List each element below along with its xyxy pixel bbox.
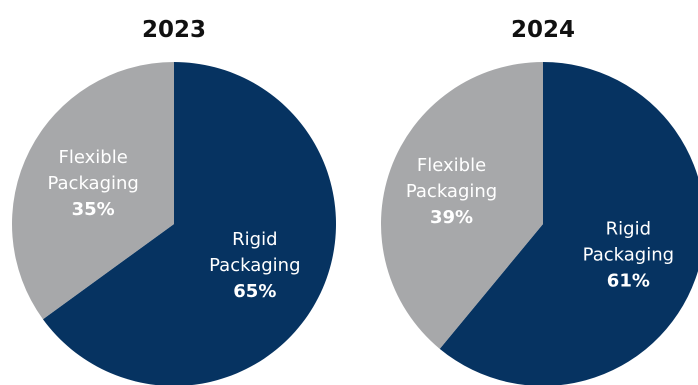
slice-category-label-flexible-2024: Flexible	[417, 155, 486, 176]
pie-slice-rigid-2023	[42, 62, 336, 385]
slice-category-label-rigid-2024: Packaging	[583, 245, 674, 266]
pie-slices-2024	[380, 62, 698, 385]
pie-slice-rigid-2024	[439, 62, 698, 385]
chart-title-2023: 2023	[142, 17, 206, 43]
slice-category-label-rigid-2024: Rigid	[606, 219, 651, 240]
slice-value-label-flexible-2023: 35%	[72, 199, 115, 220]
slice-value-label-rigid-2024: 61%	[607, 271, 650, 292]
pie-slice-flexible-2023	[11, 62, 174, 320]
chart-title-2024: 2024	[511, 17, 575, 43]
slice-category-label-rigid-2023: Rigid	[232, 229, 277, 250]
slice-category-label-flexible-2023: Flexible	[59, 147, 128, 168]
pie-slices-2023	[11, 62, 336, 385]
slice-value-label-flexible-2024: 39%	[430, 207, 473, 228]
slice-category-label-flexible-2024: Packaging	[406, 181, 497, 202]
pie-slice-flexible-2024	[380, 62, 543, 349]
slice-category-label-flexible-2023: Packaging	[47, 173, 138, 194]
pie-labels-2024: Rigid Packaging 61% Flexible Packaging 39%	[406, 155, 674, 292]
slice-value-label-rigid-2023: 65%	[233, 281, 276, 302]
pie-chart-2024: 2024 Rigid Packaging 61% Flexible Packaging 3…	[380, 17, 698, 385]
pie-labels-2023: Rigid Packaging 65% Flexible Packaging 35%	[47, 147, 300, 302]
slice-category-label-rigid-2023: Packaging	[209, 255, 300, 276]
pie-chart-2023: 2023 Rigid Packaging 65% Flexible Packaging 3…	[11, 17, 336, 385]
